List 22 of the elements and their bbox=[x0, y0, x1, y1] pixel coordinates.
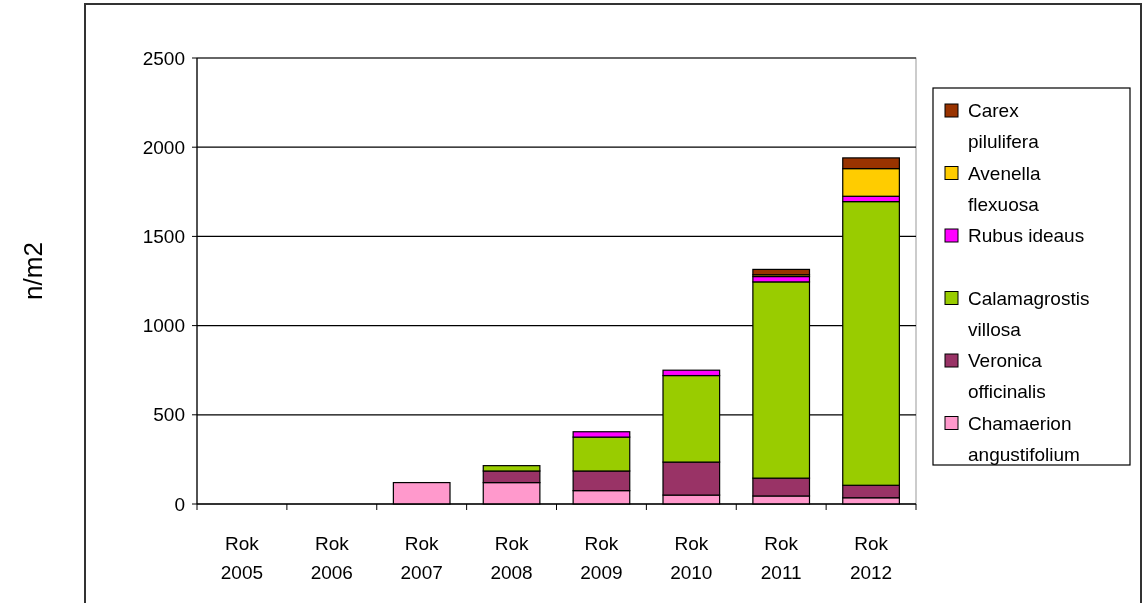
y-tick-label: 0 bbox=[174, 493, 185, 515]
bar bbox=[752, 268, 811, 276]
legend-label: Veronica officinalis bbox=[968, 350, 1046, 402]
x-tick-label: Rok 2005 bbox=[220, 533, 264, 583]
legend-label: Avenella flexuosa bbox=[968, 162, 1041, 215]
legend-label: Rubus ideaus bbox=[968, 225, 1085, 246]
legend-label: Calamagrostis villosa bbox=[968, 287, 1090, 340]
legend-label: Carex pilulifera bbox=[968, 100, 1040, 152]
x-tick-label: Rok 2008 bbox=[490, 533, 533, 583]
x-tick-label: Rok 2007 bbox=[400, 533, 443, 583]
x-tick-label: Rok 2006 bbox=[310, 533, 353, 583]
y-tick-label: 2000 bbox=[142, 136, 185, 158]
y-tick-label: 2500 bbox=[142, 47, 185, 69]
y-tick-label: 500 bbox=[153, 404, 185, 426]
y-axis-title: n/m2 bbox=[18, 242, 48, 300]
legend-label: Chamaerion angustifolium bbox=[968, 412, 1080, 465]
y-tick-label: 1500 bbox=[142, 226, 185, 248]
x-tick-label: Rok 2012 bbox=[849, 533, 893, 583]
y-tick-label: 1000 bbox=[142, 315, 185, 337]
x-tick-label: Rok 2009 bbox=[580, 533, 623, 583]
x-tick-label: Rok 2011 bbox=[760, 533, 802, 583]
x-tick-label: Rok 2010 bbox=[670, 533, 713, 583]
